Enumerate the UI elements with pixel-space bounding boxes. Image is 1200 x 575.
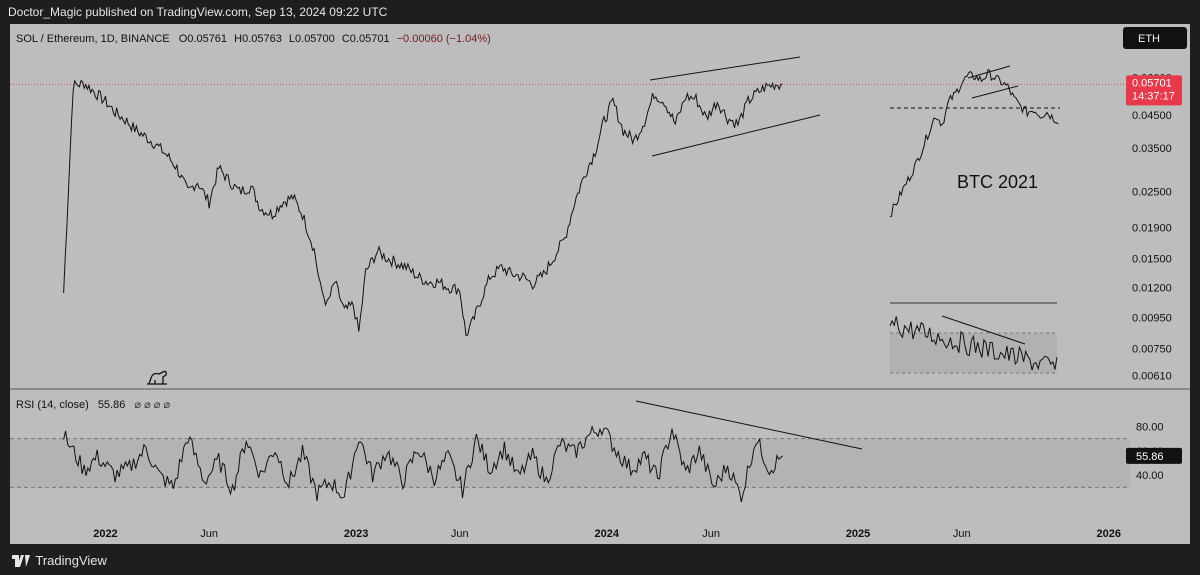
rsi-tick-0: 80.00 — [1136, 421, 1164, 433]
time-tick-1: Jun — [200, 528, 218, 540]
price-axis[interactable]: 0.060000.045000.035000.025000.019000.015… — [1132, 73, 1172, 383]
inset-label: BTC 2021 — [957, 172, 1038, 192]
time-tick-0: 2022 — [93, 528, 117, 540]
rsi-value: 55.86 — [98, 399, 126, 411]
chart-canvas[interactable]: SOL / Ethereum, 1D, BINANCE O0.05761 H0.… — [10, 24, 1190, 544]
legend-close: 0.05701 — [350, 33, 390, 45]
price-tick-4: 0.01900 — [1132, 222, 1172, 234]
rsi-trendline — [635, 400, 863, 450]
footer: TradingView — [0, 546, 1200, 575]
currency-button-label: ETH — [1138, 33, 1160, 45]
price-tick-9: 0.00610 — [1132, 370, 1172, 382]
tradingview-logo-icon — [12, 555, 30, 567]
price-series — [63, 79, 783, 336]
legend-low-label: L — [289, 33, 295, 45]
legend-high-label: H — [234, 33, 242, 45]
rsi-line — [63, 424, 783, 503]
legend-symbol: SOL / Ethereum, 1D, BINANCE — [16, 33, 170, 45]
rsi-badge: 55.86 — [1126, 447, 1182, 464]
time-tick-7: Jun — [953, 528, 971, 540]
price-tick-5: 0.01500 — [1132, 253, 1172, 265]
currency-button[interactable]: ETH — [1123, 27, 1187, 49]
time-tick-2: 2023 — [344, 528, 368, 540]
time-axis[interactable]: 2022 Jun 2023 Jun 2024 Jun 2025 Jun 2026 — [93, 528, 1121, 540]
channel-upper-trendline — [649, 56, 801, 81]
inset-flag-upper — [967, 65, 1011, 79]
rsi-legend: RSI (14, close) 55.86 ⌀ ⌀ ⌀ ⌀ — [16, 399, 170, 411]
time-tick-4: 2024 — [594, 528, 619, 540]
inset-flag-lower — [971, 85, 1019, 99]
time-tick-6: 2025 — [846, 528, 870, 540]
price-tick-2: 0.03500 — [1132, 143, 1172, 155]
inset-osc-trendline — [941, 315, 1026, 345]
inset-osc-line — [889, 316, 1058, 371]
price-tick-3: 0.02500 — [1132, 187, 1172, 199]
publisher-line: Doctor_Magic published on TradingView.co… — [8, 5, 388, 19]
chart-frame[interactable]: SOL / Ethereum, 1D, BINANCE O0.05761 H0.… — [10, 24, 1190, 544]
channel-lower-trendline — [651, 114, 821, 157]
price-tick-8: 0.00750 — [1132, 344, 1172, 356]
rsi-tick-2: 40.00 — [1136, 470, 1164, 482]
price-line — [63, 79, 783, 336]
price-badge-value: 0.05701 — [1132, 77, 1172, 89]
dino-icon[interactable] — [147, 370, 167, 385]
price-tick-7: 0.00950 — [1132, 313, 1172, 325]
legend-open: 0.05761 — [187, 33, 227, 45]
legend-low: 0.05700 — [295, 33, 335, 45]
time-tick-5: Jun — [702, 528, 720, 540]
rsi-series — [63, 424, 783, 503]
rsi-icons: ⌀ ⌀ ⌀ ⌀ — [134, 399, 170, 411]
legend-close-label: C — [342, 33, 350, 45]
legend-open-label: O — [179, 33, 188, 45]
time-tick-3: Jun — [451, 528, 469, 540]
btc-2021-inset — [889, 68, 1059, 218]
legend-row: SOL / Ethereum, 1D, BINANCE O0.05761 H0.… — [16, 33, 491, 45]
inset-price-line — [889, 68, 1059, 218]
price-tick-6: 0.01200 — [1132, 282, 1172, 294]
rsi-label: RSI (14, close) — [16, 399, 89, 411]
legend-high: 0.05763 — [242, 33, 282, 45]
time-tick-8: 2026 — [1096, 528, 1120, 540]
legend-change: −0.00060 (−1.04%) — [397, 33, 491, 45]
footer-brand: TradingView — [35, 553, 107, 568]
price-badge: 0.05701 14:37:17 — [1126, 75, 1182, 106]
price-tick-1: 0.04500 — [1132, 110, 1172, 122]
price-badge-countdown: 14:37:17 — [1132, 90, 1175, 102]
rsi-badge-value: 55.86 — [1136, 451, 1164, 463]
inset-oscillator — [889, 302, 1058, 374]
